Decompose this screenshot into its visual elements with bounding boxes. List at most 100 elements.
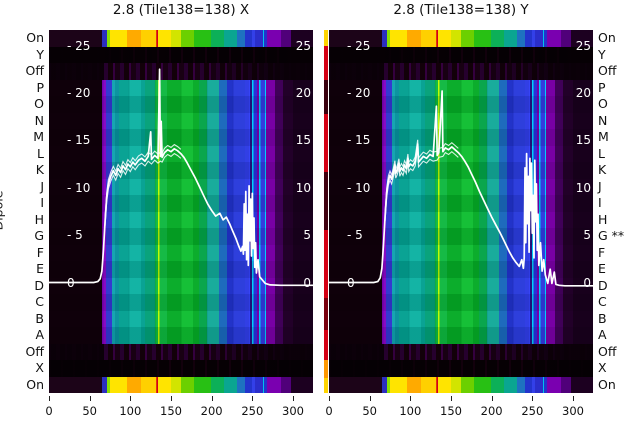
dipole-row-label: D bbox=[34, 277, 44, 293]
dipole-row-label: L bbox=[598, 145, 605, 161]
heatmap-row-y bbox=[49, 46, 313, 63]
x-tick-label: 100 bbox=[119, 404, 142, 418]
x-tick-mark bbox=[211, 396, 213, 401]
heatmap-row-g bbox=[49, 228, 313, 245]
heatmap-row-n bbox=[49, 112, 313, 129]
heatmap-row-e bbox=[49, 261, 313, 278]
heatmap-row-l bbox=[49, 145, 313, 162]
heatmap-row-o bbox=[329, 96, 593, 113]
x-tick-label: 0 bbox=[45, 404, 53, 418]
heatmap-row-k bbox=[329, 162, 593, 179]
x-tick-mark bbox=[369, 396, 371, 401]
dipole-row-label: P bbox=[598, 79, 606, 95]
dipole-row-label: E bbox=[36, 261, 44, 277]
heatmap-row-i bbox=[329, 195, 593, 212]
heatmap-row-on bbox=[49, 376, 313, 393]
heatmap-row-f bbox=[329, 244, 593, 261]
x-tick-label: 50 bbox=[362, 404, 377, 418]
x-tick-label: 300 bbox=[562, 404, 584, 418]
dipole-row-label: B bbox=[35, 310, 44, 326]
x-tick-mark bbox=[252, 396, 254, 401]
heatmap-row-a bbox=[329, 327, 593, 344]
heatmap-row-d bbox=[49, 277, 313, 294]
dipole-row-label: Off bbox=[598, 63, 617, 79]
dipole-row-label: M bbox=[33, 129, 44, 145]
heatmap-row-j bbox=[49, 178, 313, 195]
heatmap-row-o bbox=[49, 96, 313, 113]
heatmap-row-c bbox=[49, 294, 313, 311]
heatmap-row-off bbox=[329, 343, 593, 360]
heatmap-row-a bbox=[49, 327, 313, 344]
dipole-row-label: J bbox=[40, 178, 44, 194]
heatmap-row-p bbox=[329, 79, 593, 96]
dipole-row-label: Y bbox=[598, 46, 606, 62]
dipole-row-label: Off bbox=[598, 343, 617, 359]
dipole-row-label: D bbox=[598, 277, 608, 293]
x-tick-mark bbox=[329, 396, 330, 401]
dipole-row-label: B bbox=[598, 310, 607, 326]
dipole-row-label: J bbox=[598, 178, 602, 194]
dipole-row-label: K bbox=[598, 162, 607, 178]
heatmap-row-off bbox=[49, 63, 313, 80]
x-tick-mark bbox=[130, 396, 132, 401]
dipole-row-label: On bbox=[598, 30, 616, 46]
panel-title-y: 2.8 (Tile138=138) Y bbox=[393, 2, 529, 18]
dipole-row-label: Off bbox=[25, 343, 44, 359]
x-tick-label: 250 bbox=[241, 404, 264, 418]
x-tick-label: 150 bbox=[160, 404, 182, 418]
dipole-row-label: E bbox=[598, 261, 606, 277]
heatmap-row-b bbox=[329, 310, 593, 327]
x-tick-label: 200 bbox=[480, 404, 503, 418]
dipole-row-label: On bbox=[26, 30, 44, 46]
heatmap-row-n bbox=[329, 112, 593, 129]
heatmap-row-x bbox=[49, 360, 313, 377]
dipole-row-label: N bbox=[34, 112, 44, 128]
dipole-row-label: Off bbox=[25, 63, 44, 79]
heatmap-row-b bbox=[49, 310, 313, 327]
x-tick-mark bbox=[293, 396, 294, 401]
dipole-row-label: F bbox=[598, 244, 606, 260]
dipole-row-label: C bbox=[35, 294, 44, 310]
dipole-row-label: N bbox=[598, 112, 608, 128]
dipole-row-label: A bbox=[35, 327, 44, 343]
x-tick-label: 50 bbox=[82, 404, 97, 418]
dipole-row-label: O bbox=[34, 96, 44, 112]
heatmap-row-k bbox=[49, 162, 313, 179]
heatmap-row-i bbox=[49, 195, 313, 212]
x-tick-mark bbox=[491, 396, 493, 401]
x-tick-label: 0 bbox=[325, 404, 333, 418]
dipole-row-label: H bbox=[34, 211, 44, 227]
heatmap-row-on bbox=[329, 376, 593, 393]
dipole-row-label: I bbox=[598, 195, 602, 211]
dipole-row-label: I bbox=[40, 195, 44, 211]
panel-y-edge-strip bbox=[324, 30, 328, 393]
heatmap-row-e bbox=[329, 261, 593, 278]
dipole-row-label: C bbox=[598, 294, 607, 310]
heatmap-row-p bbox=[49, 79, 313, 96]
heatmap-row-h bbox=[329, 211, 593, 228]
heatmap-row-c bbox=[329, 294, 593, 311]
heatmap-row-d bbox=[329, 277, 593, 294]
dipole-row-label: O bbox=[598, 96, 608, 112]
dipole-row-label: Y bbox=[36, 46, 44, 62]
x-tick-label: 300 bbox=[282, 404, 304, 418]
dipole-row-label: H bbox=[598, 211, 608, 227]
dipole-row-label: G bbox=[34, 228, 44, 244]
heatmap-row-m bbox=[329, 129, 593, 146]
x-tick-label: 200 bbox=[200, 404, 223, 418]
dipole-row-label: On bbox=[26, 376, 44, 392]
x-tick-mark bbox=[410, 396, 412, 401]
dipole-row-label: K bbox=[35, 162, 44, 178]
dipole-row-label: X bbox=[598, 360, 607, 376]
dipole-row-label: M bbox=[598, 129, 609, 145]
dipole-row-label: G ** bbox=[598, 228, 625, 244]
x-tick-label: 100 bbox=[399, 404, 422, 418]
x-tick-label: 250 bbox=[521, 404, 544, 418]
heatmap-row-g bbox=[329, 228, 593, 245]
heatmap-row-on bbox=[49, 30, 313, 47]
heatmap-row-f bbox=[49, 244, 313, 261]
x-tick-mark bbox=[573, 396, 574, 401]
